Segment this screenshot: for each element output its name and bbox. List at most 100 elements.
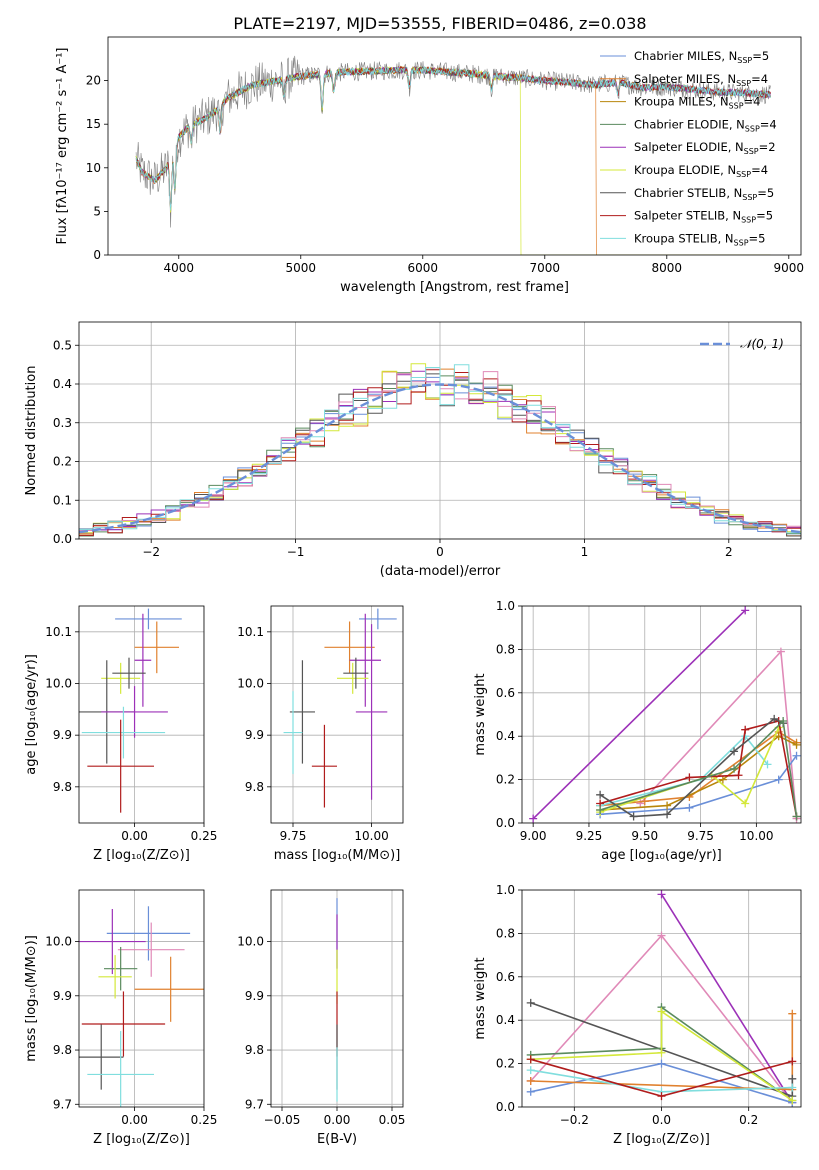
weight-marker bbox=[685, 803, 694, 812]
weight-marker bbox=[741, 606, 750, 615]
weight-marker bbox=[788, 1009, 797, 1018]
weight-marker bbox=[657, 931, 666, 940]
errorbar-point-kroupa-stelib bbox=[87, 1031, 154, 1107]
xtick-label: 0.00 bbox=[121, 829, 148, 843]
weight-marker bbox=[657, 1092, 666, 1101]
xtick-label: 0.00 bbox=[324, 1113, 351, 1127]
xlabel-mass-vs-ebv: E(B-V) bbox=[317, 1132, 357, 1147]
ticks-age-vs-mass: 9.75 10.00 9.8 9.9 10.0 10.1 bbox=[237, 625, 388, 843]
legend-entry: 𝒩(0, 1) bbox=[740, 337, 784, 351]
ylabel-age-vs-Z: age [log₁₀(age/yr)] bbox=[24, 654, 39, 775]
plot-area-massweight-vs-age bbox=[522, 606, 801, 823]
weight-marker bbox=[792, 751, 801, 760]
ticks-massweight-vs-Z: −0.2 0.0 0.2 0.0 0.2 0.4 0.6 0.8 1.0 bbox=[496, 883, 758, 1127]
weight-marker bbox=[779, 717, 788, 726]
legend-entry: Chabrier MILES, NSSP=5 bbox=[634, 49, 769, 65]
ytick-label: 9.9 bbox=[53, 989, 72, 1003]
weight-marker bbox=[776, 647, 785, 656]
xtick-label: 0.25 bbox=[191, 1113, 218, 1127]
ylabel-mass-vs-Z: mass [log₁₀(M/M⊙)] bbox=[24, 935, 39, 1062]
normal-curve bbox=[79, 383, 801, 534]
ytick-label: 10 bbox=[86, 161, 101, 175]
ytick-label: 0.2 bbox=[53, 455, 72, 469]
plot-area-spectrum bbox=[135, 55, 771, 255]
axes-mass-vs-Z: 0.00 0.25 9.7 9.8 9.9 10.0 Z [log₁₀(Z/Z⊙)] mass… bbox=[24, 889, 218, 1147]
weight-line-kroupa-stelib bbox=[599, 735, 769, 807]
errorbar-point-salpeter-miles bbox=[324, 621, 375, 674]
weight-marker bbox=[526, 1087, 535, 1096]
xlabel-age-vs-Z: Z [log₁₀(Z/Z⊙)] bbox=[93, 848, 190, 863]
weight-marker bbox=[685, 773, 694, 782]
xtick-label: 0.0 bbox=[652, 1113, 671, 1127]
errorbar-point-chabrier-stelib bbox=[112, 657, 146, 689]
weight-marker bbox=[657, 890, 666, 899]
ytick-label: 0.4 bbox=[496, 1013, 515, 1027]
axes-frame bbox=[78, 889, 205, 1108]
ticks-residuals: −2 −1 0 1 2 0.0 0.1 0.2 0.3 0.4 0.5 bbox=[53, 338, 733, 559]
plot-area-massweight-vs-Z bbox=[522, 890, 801, 1107]
ytick-label: 9.8 bbox=[245, 1043, 264, 1057]
errorbar-point-salpeter-elodie bbox=[101, 686, 168, 738]
xlabel-residuals: (data-model)/error bbox=[380, 564, 501, 579]
ytick-label: 0.2 bbox=[496, 1057, 515, 1071]
ytick-label: 20 bbox=[86, 74, 101, 88]
weight-marker bbox=[663, 801, 672, 810]
weight-marker bbox=[788, 1057, 797, 1066]
ylabel-residuals: Normed distribution bbox=[24, 366, 39, 496]
weight-marker bbox=[526, 1066, 535, 1075]
residuals-legend: 𝒩(0, 1) bbox=[700, 337, 784, 351]
errorbar-point-chabrier-miles bbox=[359, 608, 397, 630]
ytick-label: 0.6 bbox=[496, 970, 515, 984]
xlabel-spectrum: wavelength [Angstrom, rest frame] bbox=[340, 280, 569, 295]
ytick-label: 5 bbox=[93, 204, 101, 218]
weight-marker bbox=[734, 771, 743, 780]
xtick-label: 5000 bbox=[285, 261, 316, 275]
weight-marker bbox=[629, 812, 638, 821]
weight-marker bbox=[529, 814, 538, 823]
ytick-label: 0.3 bbox=[53, 416, 72, 430]
errorbar-point-chabrier-stelib bbox=[289, 660, 315, 764]
ytick-label: 0.2 bbox=[496, 773, 515, 787]
xtick-label: 10.00 bbox=[739, 829, 773, 843]
errorbar-point-chabrier-elodie bbox=[104, 946, 138, 991]
weight-marker bbox=[526, 998, 535, 1007]
ytick-label: 0.0 bbox=[496, 1100, 515, 1114]
errorbar-point-salpeter-elodie bbox=[79, 908, 146, 975]
plot-area-age-vs-Z bbox=[79, 606, 204, 823]
ytick-label: 0.1 bbox=[53, 493, 72, 507]
ytick-label: 9.9 bbox=[245, 728, 264, 742]
spectrum-legend: Chabrier MILES, NSSP=5 Salpeter MILES, NS… bbox=[600, 49, 777, 247]
xtick-label: 0 bbox=[436, 545, 444, 559]
ticks-mass-vs-ebv: −0.05 0.00 0.05 9.7 9.8 9.9 10.0 bbox=[237, 935, 405, 1127]
weight-marker bbox=[718, 775, 727, 784]
ytick-label: 1.0 bbox=[496, 599, 515, 613]
axes-massweight-vs-age: 9.00 9.25 9.50 9.75 10.00 0.0 0.2 0.4 0.6 0.8 1.0 a… bbox=[473, 599, 802, 863]
ticks-massweight-vs-age: 9.00 9.25 9.50 9.75 10.00 0.0 0.2 0.4 0.6 0.8 1.0 bbox=[496, 599, 774, 843]
xtick-label: 9.50 bbox=[631, 829, 658, 843]
axes-mass-vs-ebv: −0.05 0.00 0.05 9.7 9.8 9.9 10.0 E(B-V) bbox=[237, 889, 405, 1147]
errorbar-point-salpeter-stelib bbox=[87, 719, 154, 813]
weight-marker bbox=[741, 725, 750, 734]
xtick-label: 0.25 bbox=[191, 829, 218, 843]
xtick-label: 2 bbox=[725, 545, 733, 559]
errorbar-point-salpeter-stelib bbox=[311, 724, 337, 808]
ytick-label: 0.5 bbox=[53, 338, 72, 352]
axes-spectrum: 4000 5000 6000 7000 8000 9000 0 5 10 15 20 waveleng… bbox=[55, 36, 804, 295]
ytick-label: 0.0 bbox=[53, 532, 72, 546]
ytick-label: 10.0 bbox=[45, 935, 72, 949]
errorbar-point-salpeter-elodie bbox=[349, 613, 381, 707]
xtick-label: −0.05 bbox=[264, 1113, 301, 1127]
ytick-label: 0 bbox=[93, 248, 101, 262]
legend-entry: Salpeter STELIB, NSSP=5 bbox=[634, 209, 773, 225]
weight-marker bbox=[636, 799, 645, 808]
errorbar-point-salpeter-miles bbox=[134, 621, 179, 674]
xlabel-mass-vs-Z: Z [log₁₀(Z/Z⊙)] bbox=[93, 1132, 190, 1147]
ylabel-massweight-vs-Z: mass weight bbox=[473, 957, 488, 1039]
axes-frame bbox=[107, 36, 802, 256]
plot-area-mass-vs-Z bbox=[79, 890, 204, 1107]
ytick-label: 9.9 bbox=[53, 728, 72, 742]
ytick-label: 0.8 bbox=[496, 926, 515, 940]
legend-entry: Salpeter ELODIE, NSSP=2 bbox=[634, 140, 776, 156]
axes-frame bbox=[270, 889, 404, 1108]
xtick-label: 9.75 bbox=[280, 829, 307, 843]
